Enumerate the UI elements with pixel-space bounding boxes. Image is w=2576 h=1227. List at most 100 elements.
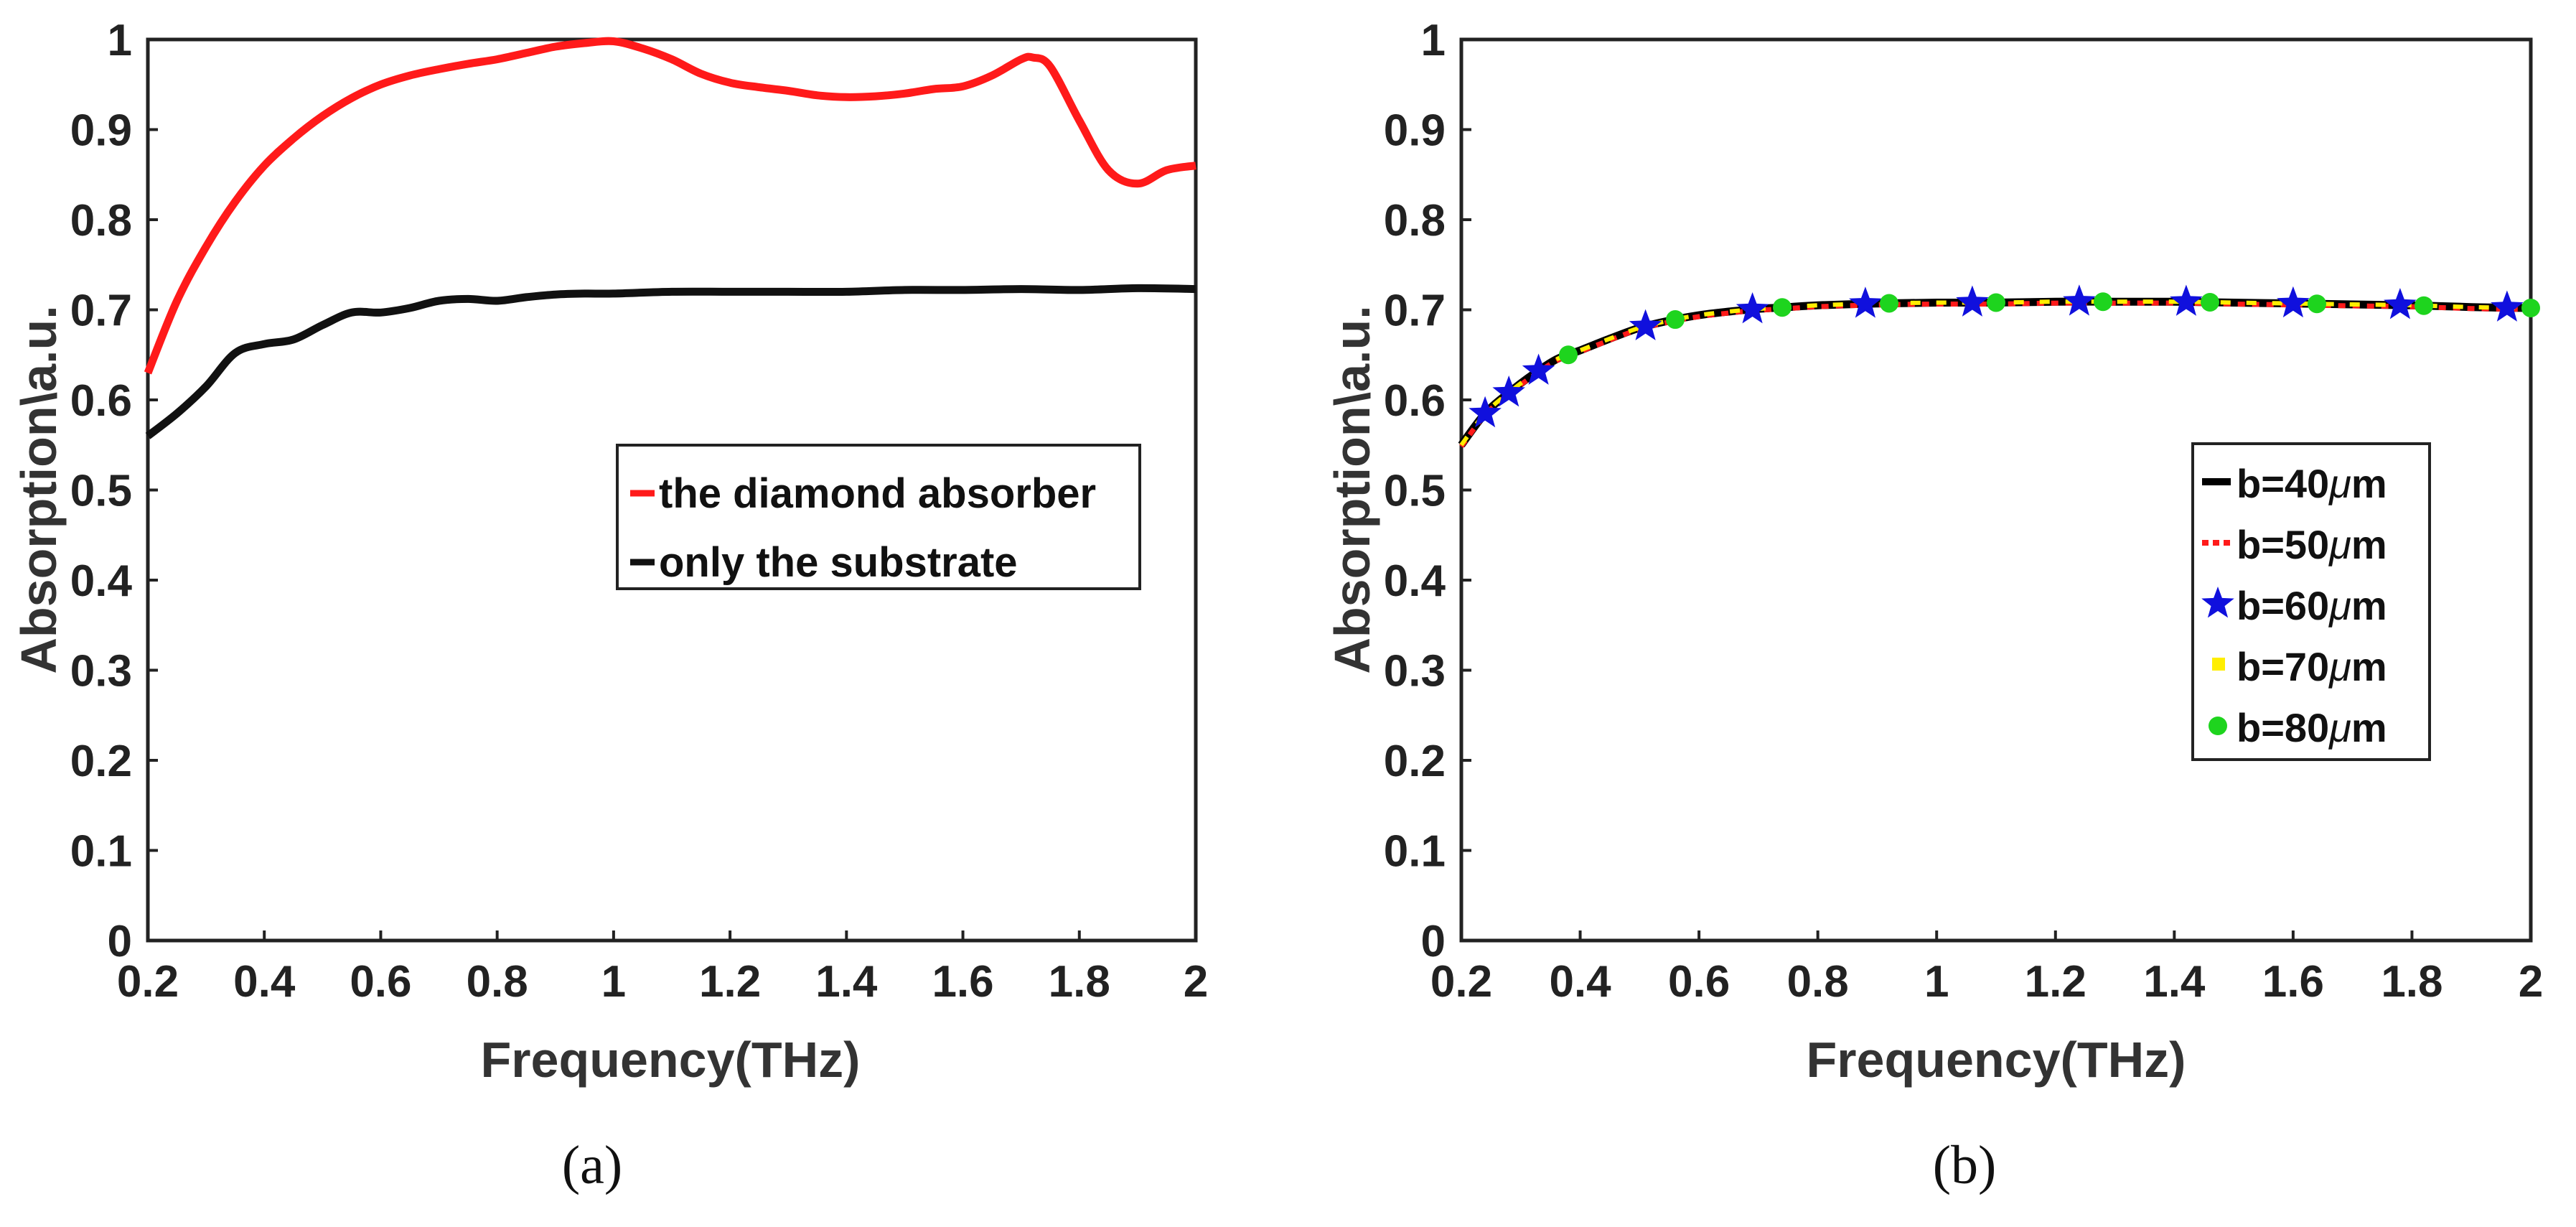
y-tick-label: 0.5 — [1384, 467, 1446, 516]
series-b-80-circle-marker — [1880, 294, 1898, 313]
legend-b-60-label-unit-m: m — [2351, 583, 2387, 628]
series-b-80-circle-marker — [2415, 296, 2433, 315]
y-tick-label: 1 — [108, 16, 132, 65]
series-b-80-circle-marker — [2201, 292, 2219, 312]
series-b-80-circle-marker — [2094, 292, 2112, 312]
y-tick-label: 0.3 — [1384, 647, 1446, 696]
legend-b-80-label-unit: μ — [2328, 705, 2351, 750]
series-line-substrate — [145, 284, 1196, 439]
series-b-60-star-marker — [1736, 292, 1769, 324]
legend-b-70-label-unit: μ — [2328, 644, 2351, 689]
series-b-60-star-marker — [2063, 284, 2096, 316]
legend-b-50-label-unit-m: m — [2351, 522, 2387, 567]
legend-b-50-label-unit: μ — [2328, 522, 2351, 567]
y-tick-label: 0.5 — [70, 467, 132, 516]
series-b-80-circle-marker — [1559, 345, 1578, 365]
x-tick-label: 0.2 — [1430, 957, 1492, 1007]
series-b-80-circle-marker — [1987, 293, 2005, 312]
y-tick-label: 0.1 — [70, 827, 132, 877]
panel-a-y-axis-label: Absorption\a.u. — [11, 305, 67, 673]
legend-b-50-label: b=50μm — [2237, 522, 2387, 567]
y-tick-label: 0.6 — [70, 376, 132, 426]
series-line-diamond-absorber — [144, 37, 1196, 375]
panel-b-y-axis-label: Absorption\a.u. — [1324, 305, 1380, 673]
x-tick-label: 1.4 — [2143, 957, 2206, 1007]
legend-label-substrate: only the substrate — [659, 539, 1018, 586]
legend-b-70-swatch — [2212, 658, 2225, 671]
y-tick-label: 0.4 — [70, 556, 133, 606]
legend-b-40-label-unit: μ — [2328, 461, 2351, 506]
x-tick-label: 1 — [601, 957, 626, 1007]
x-tick-label: 1 — [1924, 957, 1949, 1007]
y-tick-label: 0.8 — [1384, 196, 1446, 246]
legend-b-60-label-unit: μ — [2328, 583, 2351, 628]
legend-b-40-label: b=40μm — [2237, 461, 2387, 506]
x-tick-label: 0.4 — [233, 957, 296, 1007]
x-tick-label: 1.2 — [2025, 957, 2086, 1007]
x-tick-label: 1.6 — [2262, 957, 2324, 1007]
y-tick-label: 0 — [1421, 917, 1446, 966]
panel-a-x-axis-label: Frequency(THz) — [481, 1032, 861, 1088]
x-tick-label: 0.8 — [467, 957, 528, 1007]
y-tick-label: 0.3 — [70, 647, 132, 696]
x-tick-label: 1.6 — [932, 957, 993, 1007]
series-b-60-star-marker — [1849, 286, 1882, 318]
series-b-60-star-marker — [2384, 288, 2417, 319]
legend-b-80-circle-icon — [2209, 717, 2227, 735]
legend-b-60-label-prefix: b=60 — [2237, 583, 2329, 628]
x-tick-label: 1.8 — [2381, 957, 2442, 1007]
y-tick-label: 1 — [1421, 16, 1446, 65]
legend-b-40-label-prefix: b=40 — [2237, 461, 2329, 506]
legend-b-40-label-unit-m: m — [2351, 461, 2387, 506]
panel-a-legend-box — [616, 444, 1141, 590]
y-tick-label: 0.4 — [1384, 556, 1446, 606]
x-tick-label: 1.4 — [815, 957, 878, 1007]
series-b-80-circle-marker — [2521, 298, 2540, 317]
y-tick-label: 0.8 — [70, 196, 132, 246]
y-tick-label: 0.6 — [1384, 376, 1446, 426]
panel-b-caption: (b) — [1933, 1135, 1997, 1195]
panel-a-chart: 0 0.1 0.2 0.3 0.4 0.5 0.6 0.7 0.8 0.9 1 0.2 0.4 0.6 0… — [11, 16, 1208, 1195]
panel-b-legend-box — [2191, 442, 2431, 761]
x-tick-label: 0.2 — [117, 957, 179, 1007]
x-tick-label: 0.6 — [1668, 957, 1730, 1007]
x-tick-label: 1.2 — [699, 957, 761, 1007]
legend-b-70-label: b=70μm — [2237, 644, 2387, 689]
series-b-60-star-marker — [1492, 375, 1525, 407]
legend-b-70-label-unit-m: m — [2351, 644, 2387, 689]
series-b-60-star-marker — [2491, 290, 2524, 322]
series-b-60-star-marker — [1629, 309, 1662, 340]
panel-a-caption: (a) — [562, 1135, 622, 1195]
panel-a-legend: the diamond absorber only the substrate — [616, 444, 1141, 590]
x-tick-label: 0.8 — [1787, 957, 1849, 1007]
y-tick-label: 0 — [108, 917, 132, 966]
legend-b-80-label: b=80μm — [2237, 705, 2387, 750]
legend-b-50-label-prefix: b=50 — [2237, 522, 2329, 567]
series-b-60-star-marker — [1469, 396, 1502, 428]
series-b-60-star-marker — [2277, 286, 2310, 318]
x-tick-label: 1.8 — [1049, 957, 1110, 1007]
series-b-80-circle-marker — [1773, 298, 1792, 317]
x-tick-label: 0.4 — [1549, 957, 1611, 1007]
x-tick-label: 2 — [2519, 957, 2543, 1007]
y-tick-label: 0.9 — [1384, 106, 1446, 156]
legend-b-80-label-prefix: b=80 — [2237, 705, 2329, 750]
legend-b-60-star-icon — [2201, 587, 2234, 618]
panel-b-chart: 0 0.1 0.2 0.3 0.4 0.5 0.6 0.7 0.8 0.9 1 0.2 0.4 0.6 0… — [1324, 16, 2543, 1195]
y-tick-label: 0.1 — [1384, 827, 1446, 877]
legend-label-diamond: the diamond absorber — [659, 470, 1096, 517]
x-tick-label: 0.6 — [350, 957, 411, 1007]
panel-b-x-axis-label: Frequency(THz) — [1807, 1032, 2186, 1088]
legend-b-80-label-unit-m: m — [2351, 705, 2387, 750]
y-tick-label: 0.7 — [70, 286, 132, 336]
x-tick-label: 2 — [1184, 957, 1208, 1007]
series-b-80-circle-marker — [2308, 294, 2326, 314]
y-tick-label: 0.2 — [70, 737, 132, 786]
series-b-60-star-marker — [1956, 285, 1989, 317]
series-b-60-star-marker — [1522, 353, 1555, 385]
y-tick-label: 0.7 — [1384, 286, 1446, 336]
y-tick-label: 0.2 — [1384, 737, 1446, 786]
series-b-80-circle-marker — [1666, 310, 1685, 330]
